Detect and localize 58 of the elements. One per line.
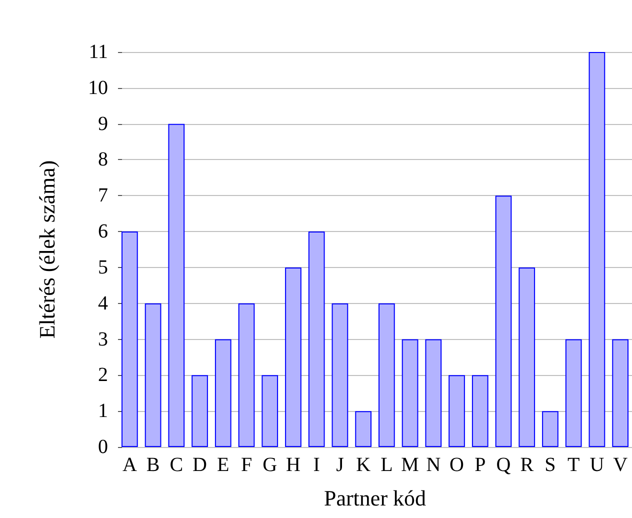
x-tick-label: K: [356, 454, 372, 476]
x-tick-label: C: [170, 454, 184, 476]
bar: [192, 375, 208, 447]
bar: [378, 303, 395, 447]
bar: [332, 303, 348, 447]
x-tick-label: Q: [496, 454, 512, 476]
bar: [214, 339, 232, 447]
x-tick-label: B: [146, 454, 160, 476]
x-tick-label: U: [590, 454, 605, 476]
bar: [238, 303, 255, 447]
y-tick-label: 11: [88, 41, 108, 63]
x-tick-label: V: [613, 454, 628, 476]
bar: [448, 375, 465, 447]
bar: [308, 232, 325, 447]
y-tick-label: 0: [98, 436, 108, 458]
bar: [542, 411, 558, 447]
x-tick-label: D: [192, 454, 207, 476]
y-tick-label: 6: [98, 220, 108, 243]
bar: [472, 375, 488, 447]
x-tick-label: I: [313, 454, 320, 476]
bar: [518, 267, 536, 447]
bar: [565, 339, 582, 447]
x-tick-label: N: [426, 454, 441, 476]
x-tick-label: G: [262, 454, 278, 476]
x-tick-label: T: [567, 454, 580, 476]
y-tick-label: 9: [98, 112, 108, 135]
y-axis-title: Eltérés (élek száma): [34, 160, 60, 339]
x-tick-label: A: [122, 454, 138, 476]
bar: [402, 339, 418, 447]
y-tick-label: 1: [98, 400, 108, 422]
x-tick-label: L: [380, 454, 393, 476]
bar: [612, 339, 628, 447]
bar: [425, 339, 442, 447]
x-tick-label: H: [286, 454, 300, 476]
bar: [168, 124, 185, 447]
x-tick-label: F: [240, 454, 252, 476]
x-tick-label: J: [336, 454, 344, 476]
bar: [588, 52, 606, 447]
bar: [355, 411, 372, 447]
x-tick-label: E: [217, 454, 230, 476]
bar: [144, 303, 162, 447]
x-tick-label: M: [401, 454, 420, 476]
x-tick-label: R: [520, 454, 534, 476]
bar: [495, 196, 512, 447]
y-tick-label: 5: [98, 256, 108, 278]
y-tick-label: 2: [98, 364, 108, 386]
y-tick-label: 4: [98, 292, 108, 314]
y-tick-label: 7: [98, 184, 108, 207]
bar: [122, 232, 138, 447]
x-axis-title: Partner kód: [324, 486, 426, 510]
x-tick-label: O: [450, 454, 464, 476]
y-tick-label: 8: [98, 148, 108, 171]
y-tick-label: 3: [98, 328, 108, 350]
x-tick-label: P: [474, 454, 486, 476]
bar: [285, 267, 302, 447]
bar: [262, 375, 278, 447]
y-tick-label: 10: [88, 76, 108, 99]
x-tick-label: S: [544, 454, 556, 476]
